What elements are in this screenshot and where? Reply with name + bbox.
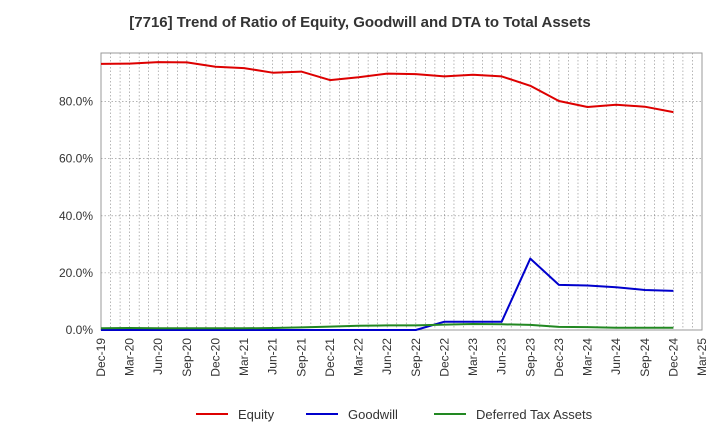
series-line-deferred-tax-assets [100,323,674,330]
legend: Equity Goodwill Deferred Tax Assets [196,407,593,422]
grid-layer [100,52,703,331]
x-tick-label: Jun-21 [266,338,280,375]
x-tick-label: Mar-25 [695,338,709,376]
x-tick-label: Dec-21 [323,338,337,377]
x-tick-label: Jun-22 [380,338,394,375]
x-tick-label: Mar-24 [581,338,595,376]
legend-label: Deferred Tax Assets [476,407,593,422]
series-line-goodwill [101,257,674,331]
y-tick-label: 60.0% [59,152,93,166]
x-tick-label: Mar-22 [352,338,366,376]
y-tick-label: 20.0% [59,266,93,280]
x-tick-label: Jun-23 [495,338,509,375]
legend-label: Goodwill [348,407,398,422]
x-tick-label: Sep-22 [409,338,423,377]
y-tick-label: 0.0% [66,323,94,337]
x-tick-label: Sep-23 [523,338,537,377]
axis-layer: 0.0% 20.0% 40.0% 60.0% 80.0% Dec-19 Mar-20 Jun-… [59,95,709,377]
plot-frame [100,52,703,331]
legend-label: Equity [238,407,275,422]
x-tick-label: Mar-21 [237,338,251,376]
x-tick-label: Dec-19 [94,338,108,377]
series-layer [100,61,674,331]
x-tick-label: Dec-24 [666,338,680,377]
y-tick-label: 80.0% [59,95,93,109]
x-tick-label: Sep-20 [180,338,194,377]
x-tick-label: Jun-24 [609,338,623,375]
x-tick-label: Mar-23 [466,338,480,376]
x-tick-label: Dec-22 [437,338,451,377]
y-tick-label: 40.0% [59,209,93,223]
x-tick-label: Jun-20 [151,338,165,375]
chart-title: [7716] Trend of Ratio of Equity, Goodwil… [129,14,591,31]
series-line-equity [100,61,674,114]
x-tick-label: Dec-23 [552,338,566,377]
x-tick-label: Sep-24 [638,338,652,377]
x-tick-label: Sep-21 [294,338,308,377]
x-tick-label: Mar-20 [123,338,137,376]
x-tick-label: Dec-20 [208,338,222,377]
